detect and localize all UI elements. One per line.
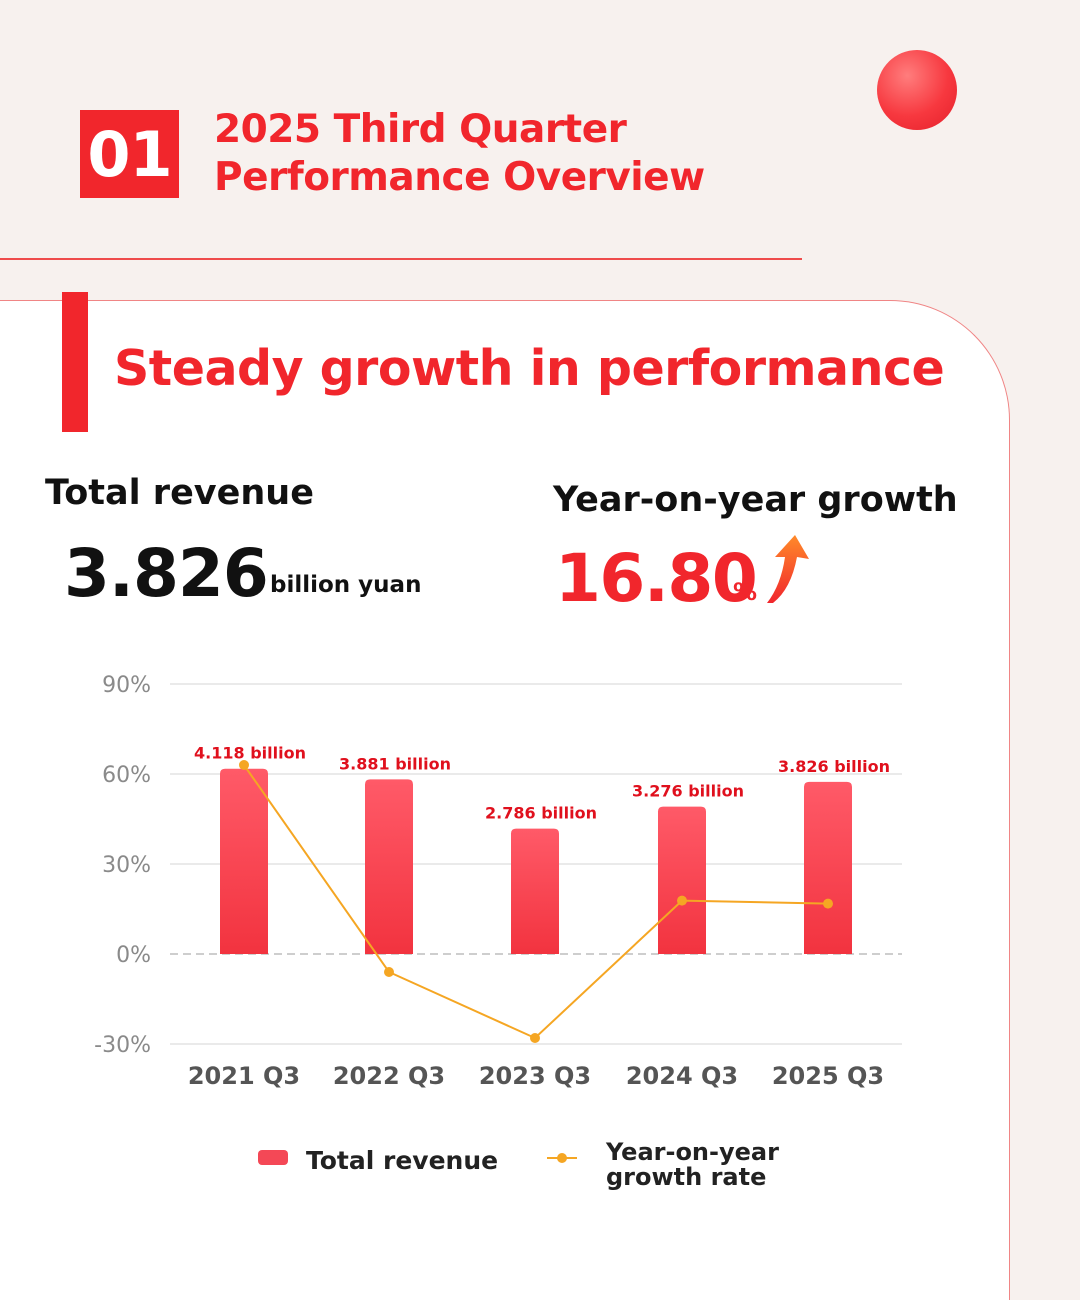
section-title: Steady growth in performance	[114, 340, 945, 397]
growth-arrow-icon	[767, 535, 809, 603]
bar-data-label: 3.881 billion	[339, 754, 451, 773]
x-tick-label: 2021 Q3	[188, 1062, 300, 1090]
growth-rate-point	[677, 895, 687, 906]
bar-data-label: 3.826 billion	[778, 757, 890, 776]
revenue-value: 3.826	[64, 535, 269, 612]
page-title-line2: Performance Overview	[214, 155, 705, 200]
revenue-growth-chart: 90% 60% 30% 0% -30% 4.118 billion 2021 Q3 3.881…	[94, 673, 902, 1191]
y-tick-label: -30%	[94, 1033, 151, 1058]
section-accent-bar	[62, 292, 88, 432]
y-tick-label: 30%	[102, 853, 151, 878]
x-tick-label: 2022 Q3	[333, 1062, 445, 1090]
y-tick-label: 90%	[102, 673, 151, 698]
decorative-circle	[877, 50, 957, 130]
bar-revenue	[804, 781, 852, 954]
x-tick-label: 2023 Q3	[479, 1062, 591, 1090]
page-title-line1: 2025 Third Quarter	[214, 107, 627, 152]
page-title: 2025 Third Quarter Performance Overview	[214, 106, 705, 202]
legend-growth-marker-icon	[557, 1153, 567, 1163]
section-number-badge: 01	[80, 110, 179, 198]
x-tick-label: 2025 Q3	[772, 1062, 884, 1090]
bar-revenue	[658, 806, 706, 954]
legend-revenue-label: Total revenue	[306, 1146, 498, 1175]
bar-data-label: 2.786 billion	[485, 804, 597, 823]
x-tick-label: 2024 Q3	[626, 1062, 738, 1090]
legend-revenue-swatch	[258, 1150, 288, 1165]
legend-growth-label: Year-on-year growth rate	[605, 1138, 779, 1191]
growth-rate-point	[530, 1033, 540, 1043]
bar-data-label: 3.276 billion	[632, 782, 744, 801]
y-tick-label: 60%	[102, 763, 151, 788]
yoy-value: 16.80	[555, 540, 758, 617]
y-tick-label: 0%	[116, 943, 151, 968]
yoy-label: Year-on-year growth	[553, 480, 958, 520]
growth-rate-point	[823, 898, 833, 909]
revenue-unit: billion yuan	[270, 572, 422, 598]
bar-revenue	[220, 768, 268, 954]
bar-revenue	[511, 828, 559, 954]
yoy-percent-sign: %	[733, 578, 758, 606]
bar-data-label: 4.118 billion	[194, 744, 306, 763]
bar-revenue	[365, 779, 413, 954]
revenue-label: Total revenue	[45, 473, 314, 513]
growth-rate-point	[239, 760, 249, 770]
growth-rate-point	[384, 967, 394, 977]
header-divider	[0, 258, 802, 260]
